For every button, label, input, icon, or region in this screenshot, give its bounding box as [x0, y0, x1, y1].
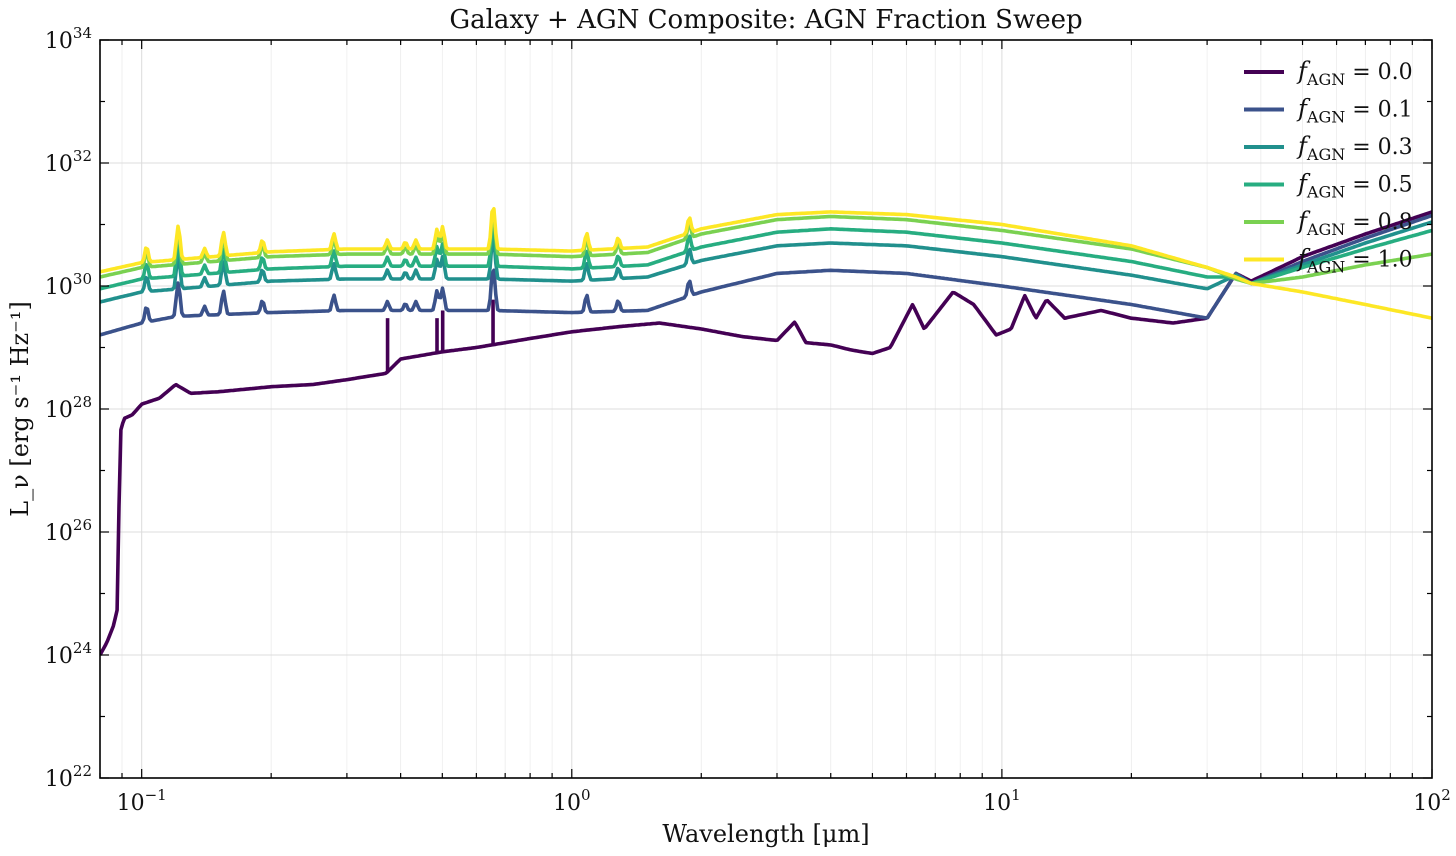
grid-lines: [99, 39, 1433, 779]
series-line: [100, 207, 1432, 320]
legend-label: fAGN = 0.1: [1296, 95, 1413, 127]
series-line: [100, 224, 1432, 291]
chart-title: Galaxy + AGN Composite: AGN Fraction Swe…: [449, 5, 1082, 35]
y-axis-label: L_ν [erg s⁻¹ Hz⁻¹]: [6, 301, 34, 517]
y-tick-label: 1026: [45, 516, 92, 546]
x-tick-label: 101: [983, 786, 1021, 816]
plot-area: [100, 207, 1432, 656]
y-tick-label: 1030: [45, 270, 92, 300]
legend: fAGN = 0.0 fAGN = 0.1 fAGN = 0.3 fAGN = 0.5…: [1244, 57, 1413, 277]
legend-label: fAGN = 0.0: [1296, 57, 1413, 89]
x-tick-label: 10−1: [117, 786, 167, 816]
series-line: [100, 220, 1432, 304]
y-tick-label: 1034: [45, 24, 92, 54]
legend-label: fAGN = 1.0: [1296, 245, 1413, 277]
tick-labels: 10−1 100 101 102 1022 1024 1026 1028 1030 1032 103…: [45, 24, 1451, 816]
series-line: [100, 213, 1432, 337]
x-tick-label: 102: [1413, 786, 1451, 816]
x-axis-label: Wavelength [μm]: [662, 820, 869, 848]
legend-label: fAGN = 0.5: [1296, 170, 1413, 202]
axis-ticks: [99, 39, 1433, 779]
y-tick-label: 1028: [45, 393, 92, 423]
legend-label: fAGN = 0.8: [1296, 207, 1413, 239]
y-tick-label: 1032: [45, 147, 92, 177]
y-tick-label: 1022: [45, 762, 92, 792]
x-tick-label: 100: [553, 786, 591, 816]
y-tick-label: 1024: [45, 639, 92, 669]
legend-label: fAGN = 0.3: [1296, 132, 1413, 164]
